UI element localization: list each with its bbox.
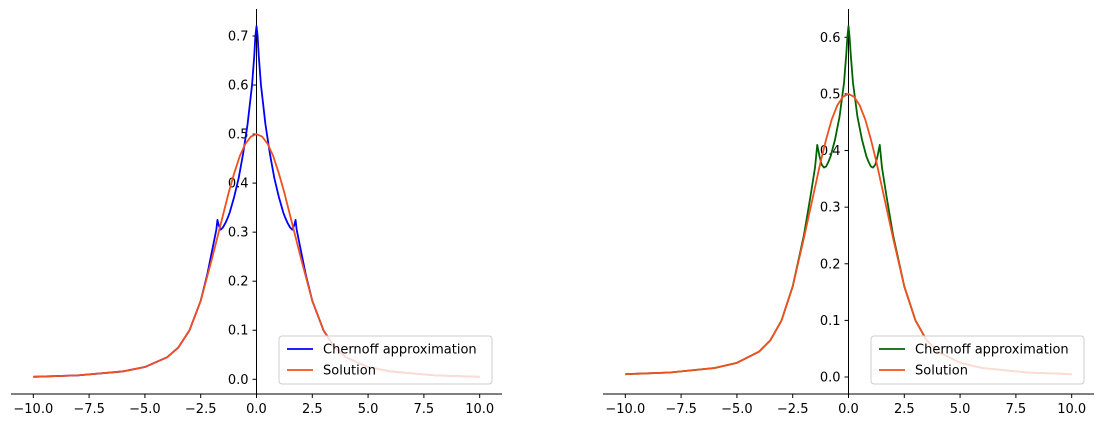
x-tick-label: −10.0 bbox=[605, 402, 645, 417]
x-tick-label: 10.0 bbox=[1057, 402, 1086, 417]
x-tick-label: 0.0 bbox=[246, 402, 267, 417]
x-tick-label: −5.0 bbox=[129, 402, 161, 417]
legend-label: Solution bbox=[915, 364, 968, 379]
y-tick-label: 0.7 bbox=[228, 29, 249, 44]
x-tick-label: 2.5 bbox=[894, 402, 915, 417]
x-tick-label: 0.0 bbox=[838, 402, 859, 417]
legend-label: Solution bbox=[323, 364, 376, 379]
y-tick-label: 0.5 bbox=[820, 87, 841, 102]
legend-box bbox=[278, 335, 493, 385]
x-tick-label: −7.5 bbox=[665, 402, 697, 417]
y-tick-label: 0.0 bbox=[228, 373, 249, 388]
x-tick-label: −5.0 bbox=[721, 402, 753, 417]
legend: Chernoff approximation Solution bbox=[278, 335, 493, 385]
x-tick-label: 7.5 bbox=[1006, 402, 1027, 417]
x-tick-label: −10.0 bbox=[13, 402, 53, 417]
series-line-chernoff-approximation bbox=[33, 25, 480, 378]
y-tick-label: 0.1 bbox=[820, 314, 841, 329]
left-chart-panel: −10.0 −7.5 −5.0 −2.5 0.0 2.5 5.0 7.5 10.0 0.0 0.1 0… bbox=[11, 9, 502, 417]
x-tick-label: 7.5 bbox=[414, 402, 435, 417]
y-tick-label: 0.6 bbox=[820, 31, 841, 46]
y-tick-label: 0.2 bbox=[228, 275, 249, 290]
x-tick-label: 5.0 bbox=[950, 402, 971, 417]
x-tick-label: −7.5 bbox=[73, 402, 105, 417]
x-tick-label: 5.0 bbox=[358, 402, 379, 417]
y-tick-label: 0.3 bbox=[820, 201, 841, 216]
y-tick-label: 0.0 bbox=[820, 371, 841, 386]
y-tick-label: 0.6 bbox=[228, 79, 249, 94]
x-tick-label: −2.5 bbox=[185, 402, 217, 417]
y-tick-label: 0.3 bbox=[228, 226, 249, 241]
legend-box bbox=[870, 335, 1085, 385]
legend: Chernoff approximation Solution bbox=[870, 335, 1085, 385]
series-line-solution bbox=[625, 93, 1072, 376]
y-tick-label: 0.2 bbox=[820, 257, 841, 272]
x-tick-label: 10.0 bbox=[465, 402, 494, 417]
legend-label: Chernoff approximation bbox=[915, 343, 1069, 358]
x-tick-label: 2.5 bbox=[302, 402, 323, 417]
right-chart-panel: −10.0 −7.5 −5.0 −2.5 0.0 2.5 5.0 7.5 10.0 0.0 0.1 0… bbox=[603, 9, 1094, 417]
x-tick-label: −2.5 bbox=[777, 402, 809, 417]
legend-label: Chernoff approximation bbox=[323, 343, 477, 358]
y-tick-label: 0.1 bbox=[228, 324, 249, 339]
y-tick-label: 0.5 bbox=[228, 128, 249, 143]
